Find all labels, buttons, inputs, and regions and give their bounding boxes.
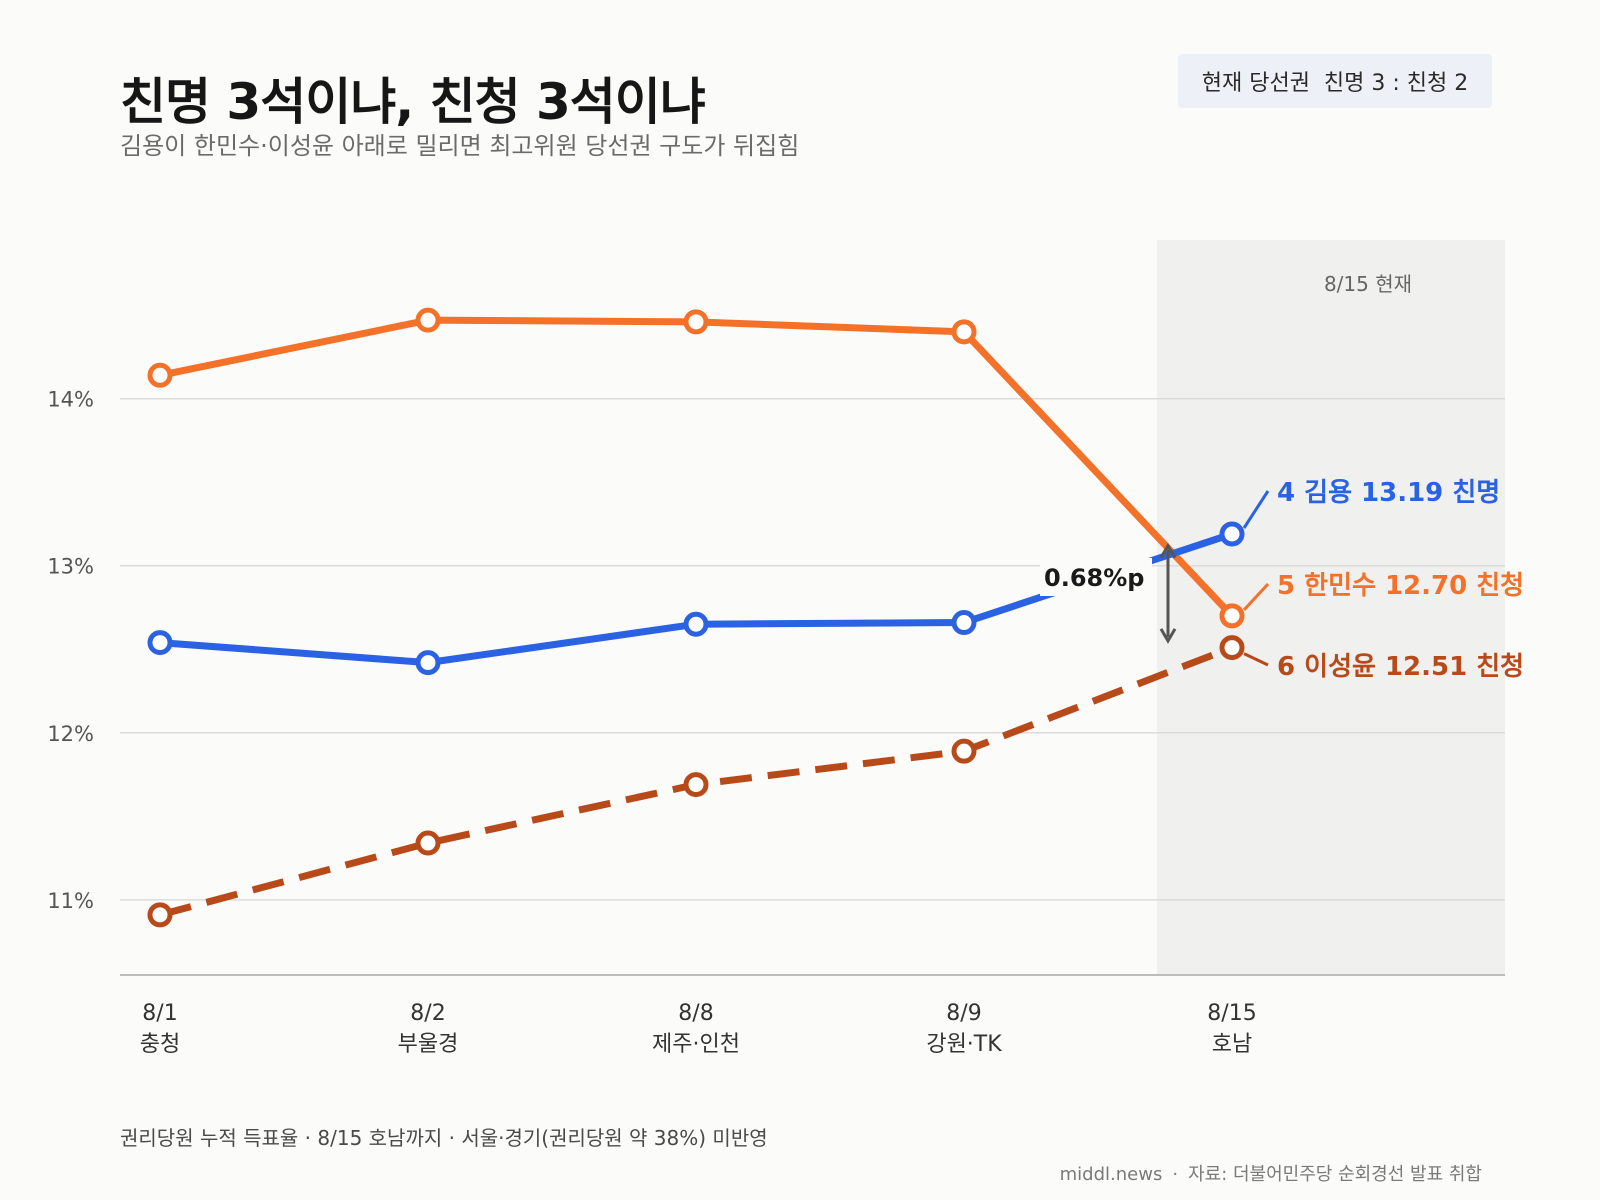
series-end-label: 4 김용 13.19 친명 (1277, 478, 1500, 508)
data-point (147, 630, 173, 656)
data-point (1219, 521, 1245, 547)
y-tick-label: 13% (47, 555, 94, 579)
data-point (415, 830, 441, 856)
data-point (1219, 603, 1245, 629)
gap-arrow-head-up (1159, 542, 1177, 559)
source-text: 자료: 더불어민주당 순회경선 발표 취합 (1188, 1164, 1482, 1185)
data-point (147, 902, 173, 928)
x-tick-label: 8/8 제주·인천 (652, 1001, 740, 1057)
x-tick-label: 8/15 호남 (1207, 1001, 1256, 1057)
series-end-label: 6 이성윤 12.51 친청 (1277, 652, 1524, 682)
y-tick-label: 12% (47, 722, 94, 746)
highlight-label: 8/15 현재 (1324, 272, 1412, 296)
source-line: middl.news · 자료: 더불어민주당 순회경선 발표 취합 (1060, 1160, 1482, 1186)
series-line (159, 530, 1234, 667)
chart-title: 친명 3석이냐, 친청 3석이냐 (120, 73, 706, 131)
status-badge: 현재 당선권 친명 3 : 친청 2 (1178, 54, 1492, 108)
series-end-label: 5 한민수 12.70 친청 (1277, 571, 1524, 601)
x-tick-label: 8/1 충청 (140, 1001, 180, 1057)
site-name[interactable]: middl.news (1059, 1164, 1163, 1185)
label-leader-line (1242, 490, 1270, 529)
annotation-background (1040, 558, 1152, 596)
chart-subtitle: 김용이 한민수·이성윤 아래로 밀리면 최고위원 당선권 구도가 뒤집힘 (120, 132, 800, 160)
data-point (683, 611, 709, 637)
data-point (951, 738, 977, 764)
highlight-region (1157, 240, 1505, 975)
x-tick-label: 8/2 부울경 (398, 1001, 459, 1057)
label-leader-line (1243, 652, 1269, 667)
source-separator: · (1172, 1164, 1179, 1185)
data-point (951, 610, 977, 636)
data-point (683, 309, 709, 335)
data-point (415, 650, 441, 676)
footnote: 권리당원 누적 득표율 · 8/15 호남까지 · 서울·경기(권리당원 약 3… (120, 1126, 768, 1150)
data-point (415, 307, 441, 333)
data-point (683, 772, 709, 798)
y-tick-label: 11% (47, 889, 94, 913)
y-tick-label: 14% (47, 388, 94, 412)
data-point (147, 362, 173, 388)
x-tick-label: 8/9 강원·TK (926, 1001, 1002, 1057)
gap-annotation: 0.68%p (1044, 564, 1144, 592)
label-leader-line (1242, 582, 1270, 611)
data-point (1219, 635, 1245, 661)
gap-arrow-head-down (1159, 628, 1177, 644)
data-point (951, 319, 977, 345)
